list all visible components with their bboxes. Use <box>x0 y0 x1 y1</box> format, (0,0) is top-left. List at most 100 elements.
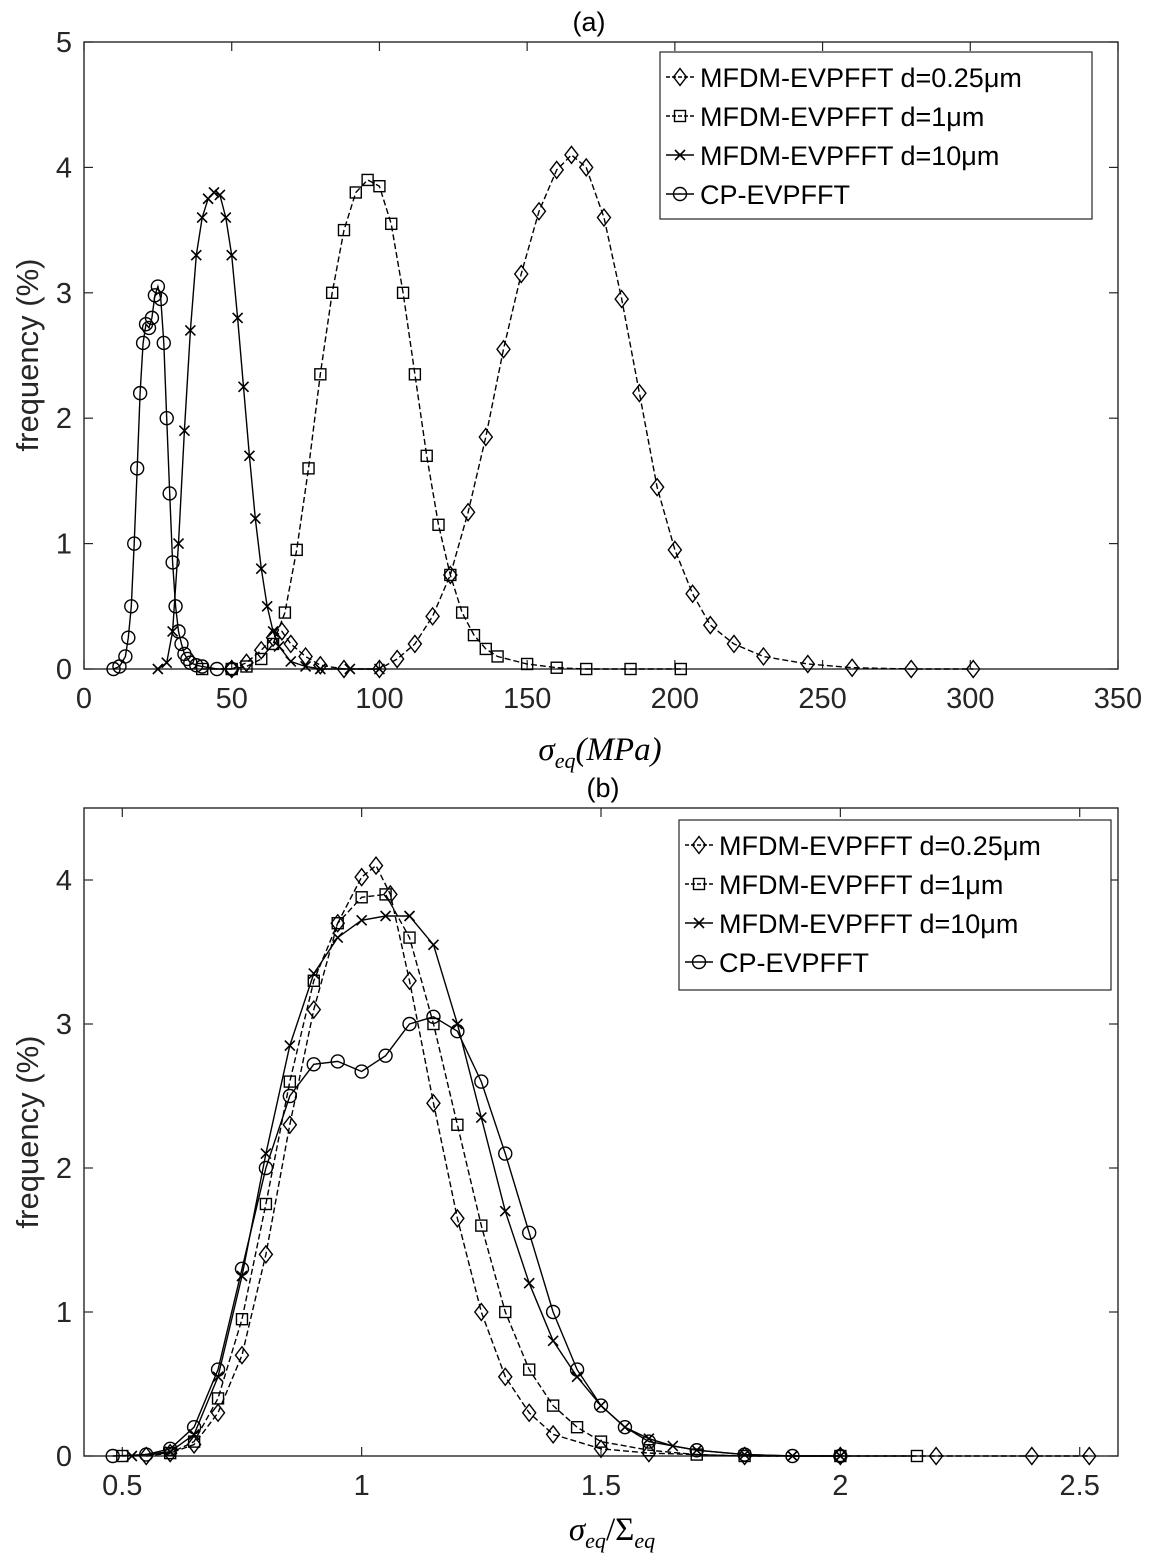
data-point <box>1024 1446 1040 1466</box>
data-point <box>373 180 386 193</box>
data-point <box>234 1345 250 1365</box>
data-point <box>689 1443 704 1458</box>
data-point <box>332 932 344 944</box>
data-point <box>212 1371 224 1383</box>
data-point <box>702 615 718 635</box>
data-point <box>161 657 173 669</box>
data-point <box>425 606 440 626</box>
legend-marker <box>672 186 688 202</box>
x-tick-label: 2.5 <box>1060 1470 1100 1502</box>
data-point <box>685 584 700 604</box>
data-point <box>105 1448 120 1464</box>
data-point <box>162 486 177 501</box>
legend-label: CP-EVPFFT <box>700 180 850 210</box>
data-point <box>187 1435 201 1448</box>
data-point <box>547 1335 559 1347</box>
panel-a-legend: MFDM-EVPFFT d=0.25μm MFDM-EVPFFT d=1μm MFD… <box>659 51 1093 220</box>
data-point <box>432 518 445 531</box>
data-point <box>372 659 387 679</box>
y-tick-label: 5 <box>56 27 72 59</box>
data-point <box>580 662 593 676</box>
data-point <box>467 628 481 642</box>
data-point <box>267 625 279 637</box>
data-point <box>546 1399 560 1412</box>
data-point <box>208 186 220 199</box>
data-point <box>236 1270 248 1282</box>
data-point <box>126 1450 138 1462</box>
data-point <box>273 640 285 652</box>
data-point <box>235 1312 249 1326</box>
data-point <box>496 339 511 359</box>
y-tick-label: 3 <box>56 278 72 310</box>
series-line <box>131 915 841 1457</box>
data-point <box>451 1118 464 1132</box>
data-point <box>396 286 410 299</box>
legend-entry: CP-EVPFFT <box>685 948 869 978</box>
series-line <box>146 864 1090 1457</box>
data-point <box>522 1363 536 1376</box>
data-point <box>186 1434 202 1455</box>
y-tick-label: 0 <box>56 654 72 686</box>
data-point <box>545 1304 561 1320</box>
data-point <box>737 1446 752 1466</box>
data-point <box>325 286 339 299</box>
panel-b-legend: MFDM-EVPFFT d=0.25μm MFDM-EVPFFT d=1μm MFD… <box>678 819 1112 991</box>
data-point <box>139 1447 154 1462</box>
data-point <box>330 913 346 933</box>
data-point <box>349 186 362 199</box>
data-point <box>259 1197 273 1211</box>
legend-entry: MFDM-EVPFFT d=0.25μm <box>666 63 1022 93</box>
data-point <box>153 291 169 307</box>
legend-marker <box>691 835 707 855</box>
data-point <box>569 1362 585 1377</box>
data-point <box>571 1371 583 1383</box>
data-point <box>162 1441 178 1457</box>
data-point <box>337 223 351 237</box>
x-tick-label: 50 <box>216 683 248 715</box>
data-point <box>832 1446 848 1466</box>
series-line <box>112 1016 841 1457</box>
data-point <box>355 891 368 904</box>
data-point <box>497 1367 513 1387</box>
data-point <box>426 1009 441 1024</box>
legend-box <box>659 51 1093 220</box>
data-point <box>402 1016 417 1032</box>
legend-entry: MFDM-EVPFFT d=10μm <box>666 141 999 171</box>
data-point <box>190 249 202 261</box>
data-point <box>844 658 860 678</box>
data-point <box>596 207 612 228</box>
legend-label: MFDM-EVPFFT d=0.25μm <box>700 63 1022 93</box>
legend-label: MFDM-EVPFFT d=10μm <box>700 141 999 171</box>
data-point <box>513 264 529 284</box>
data-point <box>674 662 687 676</box>
data-point <box>624 662 637 676</box>
data-point <box>380 910 392 922</box>
panel-b-series <box>105 856 1097 1466</box>
data-point <box>243 450 256 462</box>
data-point <box>306 1057 321 1072</box>
data-point <box>521 1403 537 1423</box>
legend-entry: CP-EVPFFT <box>666 180 850 210</box>
legend-label: MFDM-EVPFFT d=10μm <box>719 909 1018 939</box>
legend-label: CP-EVPFFT <box>719 948 869 978</box>
data-point <box>531 201 547 221</box>
data-point <box>168 599 183 614</box>
data-point <box>475 1219 488 1232</box>
data-point <box>523 1277 535 1289</box>
panel-a-xlabel: σeq(MPa) <box>538 732 661 773</box>
data-point <box>389 649 405 669</box>
x-tick-label: 200 <box>651 683 699 715</box>
data-point <box>184 324 196 336</box>
data-point <box>570 1420 584 1434</box>
data-point <box>378 1048 393 1063</box>
data-point <box>442 565 458 585</box>
data-point <box>594 1435 608 1448</box>
data-point <box>641 1443 657 1463</box>
data-point <box>234 1261 250 1277</box>
data-point <box>450 1023 465 1039</box>
y-tick-label: 2 <box>56 1153 72 1185</box>
legend-marker <box>693 917 705 929</box>
data-point <box>614 289 630 309</box>
data-point <box>209 661 225 677</box>
x-tick-label: 150 <box>503 683 551 715</box>
